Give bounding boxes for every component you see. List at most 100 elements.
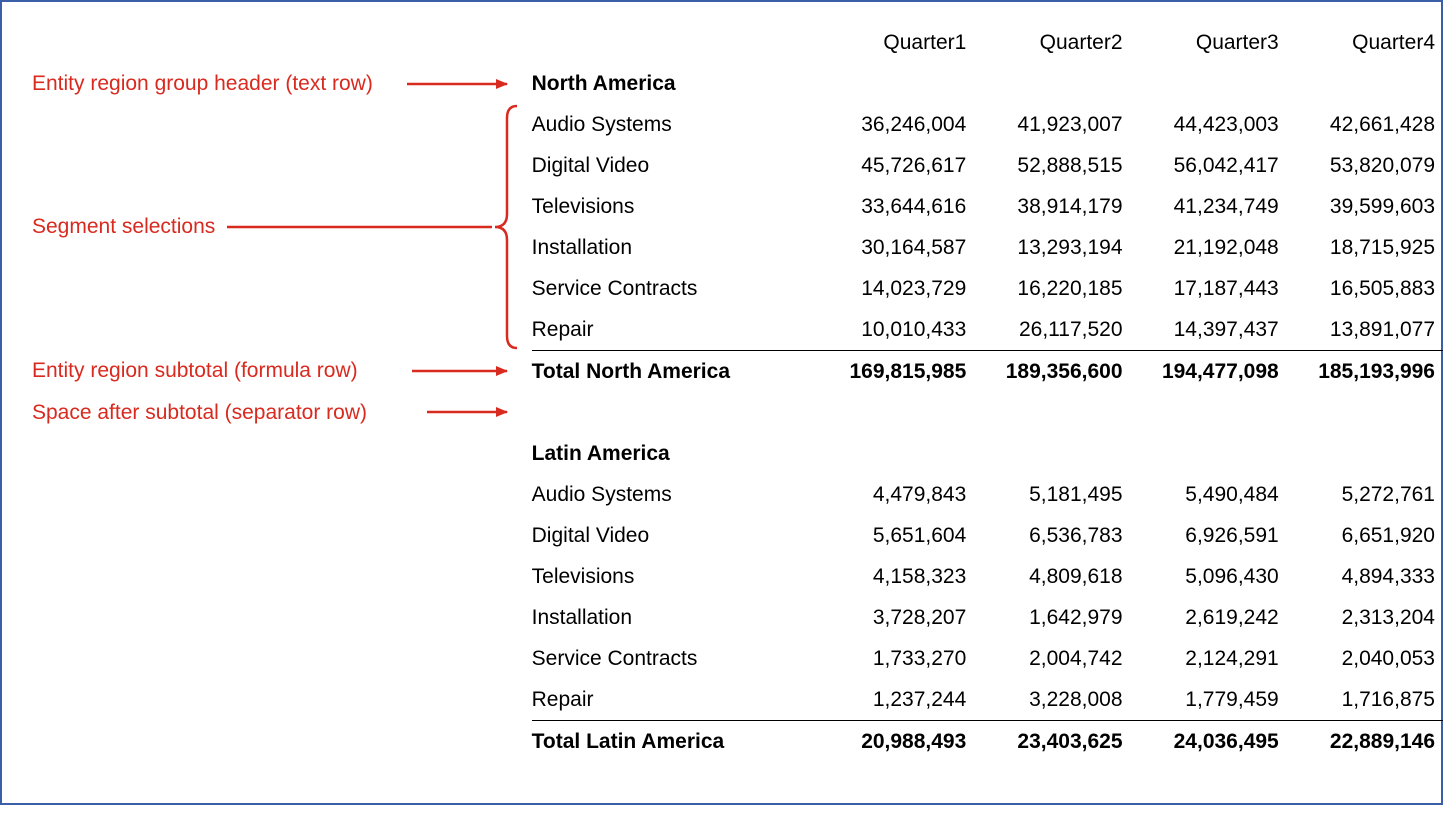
annotation-separator: Space after subtotal (separator row)	[2, 392, 532, 433]
cell: 4,894,333	[1289, 556, 1443, 597]
cell: 52,888,515	[976, 145, 1132, 186]
total-cell: 194,477,098	[1133, 351, 1289, 393]
col-header: Quarter4	[1289, 22, 1443, 63]
row-label: Repair	[532, 309, 820, 351]
cell: 13,293,194	[976, 227, 1132, 268]
table-row: Segment selections Televisions 33,644,61…	[2, 186, 1443, 227]
total-cell: 169,815,985	[820, 351, 976, 393]
table-row: Repair 1,237,244 3,228,008 1,779,459 1,7…	[2, 679, 1443, 721]
cell: 5,651,604	[820, 515, 976, 556]
cell: 30,164,587	[820, 227, 976, 268]
cell: 6,651,920	[1289, 515, 1443, 556]
cell: 10,010,433	[820, 309, 976, 351]
table-row: Digital Video 5,651,604 6,536,783 6,926,…	[2, 515, 1443, 556]
total-cell: 24,036,495	[1133, 721, 1289, 763]
financial-table: Quarter1 Quarter2 Quarter3 Quarter4 Enti…	[2, 22, 1443, 762]
row-label: Service Contracts	[532, 638, 820, 679]
report-frame: Quarter1 Quarter2 Quarter3 Quarter4 Enti…	[0, 0, 1443, 805]
cell: 4,158,323	[820, 556, 976, 597]
annotation-text: Entity region subtotal (formula row)	[32, 359, 358, 382]
cell: 2,040,053	[1289, 638, 1443, 679]
cell: 33,644,616	[820, 186, 976, 227]
annotation-text: Entity region group header (text row)	[32, 72, 373, 95]
col-header: Quarter3	[1133, 22, 1289, 63]
cell: 4,479,843	[820, 474, 976, 515]
total-cell: 22,889,146	[1289, 721, 1443, 763]
group-header-row: Entity region group header (text row) No…	[2, 63, 1443, 104]
table-row: Repair 10,010,433 26,117,520 14,397,437 …	[2, 309, 1443, 351]
row-label: Audio Systems	[532, 474, 820, 515]
cell: 2,124,291	[1133, 638, 1289, 679]
table-row: Service Contracts 14,023,729 16,220,185 …	[2, 268, 1443, 309]
group-header-row: Latin America	[2, 433, 1443, 474]
row-label: Installation	[532, 597, 820, 638]
cell: 38,914,179	[976, 186, 1132, 227]
col-header: Quarter1	[820, 22, 976, 63]
cell: 17,187,443	[1133, 268, 1289, 309]
col-header: Quarter2	[976, 22, 1132, 63]
row-label: Televisions	[532, 186, 820, 227]
total-cell: 185,193,996	[1289, 351, 1443, 393]
cell: 36,246,004	[820, 104, 976, 145]
row-label: Audio Systems	[532, 104, 820, 145]
table-row: Audio Systems 4,479,843 5,181,495 5,490,…	[2, 474, 1443, 515]
group-name: North America	[532, 63, 820, 104]
cell: 39,599,603	[1289, 186, 1443, 227]
cell: 21,192,048	[1133, 227, 1289, 268]
cell: 44,423,003	[1133, 104, 1289, 145]
group-name: Latin America	[532, 433, 820, 474]
cell: 45,726,617	[820, 145, 976, 186]
cell: 5,272,761	[1289, 474, 1443, 515]
cell: 41,923,007	[976, 104, 1132, 145]
total-cell: 189,356,600	[976, 351, 1132, 393]
cell: 6,926,591	[1133, 515, 1289, 556]
cell: 18,715,925	[1289, 227, 1443, 268]
cell: 5,490,484	[1133, 474, 1289, 515]
cell: 4,809,618	[976, 556, 1132, 597]
cell: 2,313,204	[1289, 597, 1443, 638]
row-label: Installation	[532, 227, 820, 268]
cell: 53,820,079	[1289, 145, 1443, 186]
annotation-group-header: Entity region group header (text row)	[2, 63, 532, 104]
separator-row: Space after subtotal (separator row)	[2, 392, 1443, 433]
cell: 16,505,883	[1289, 268, 1443, 309]
table-row: Installation 3,728,207 1,642,979 2,619,2…	[2, 597, 1443, 638]
cell: 1,733,270	[820, 638, 976, 679]
cell: 5,181,495	[976, 474, 1132, 515]
cell: 1,779,459	[1133, 679, 1289, 721]
cell: 3,728,207	[820, 597, 976, 638]
annotation-subtotal: Entity region subtotal (formula row)	[2, 351, 532, 393]
cell: 42,661,428	[1289, 104, 1443, 145]
column-header-row: Quarter1 Quarter2 Quarter3 Quarter4	[2, 22, 1443, 63]
cell: 6,536,783	[976, 515, 1132, 556]
cell: 13,891,077	[1289, 309, 1443, 351]
cell: 2,004,742	[976, 638, 1132, 679]
cell: 1,642,979	[976, 597, 1132, 638]
cell: 3,228,008	[976, 679, 1132, 721]
row-label: Service Contracts	[532, 268, 820, 309]
table-row: Televisions 4,158,323 4,809,618 5,096,43…	[2, 556, 1443, 597]
annotation-segments: Segment selections	[2, 186, 532, 268]
annotation-text: Space after subtotal (separator row)	[32, 401, 367, 424]
total-label: Total Latin America	[532, 721, 820, 763]
table-row: Digital Video 45,726,617 52,888,515 56,0…	[2, 145, 1443, 186]
group-total-row: Total Latin America 20,988,493 23,403,62…	[2, 721, 1443, 763]
annotation-text: Segment selections	[32, 215, 215, 238]
cell: 5,096,430	[1133, 556, 1289, 597]
cell: 2,619,242	[1133, 597, 1289, 638]
group-total-row: Entity region subtotal (formula row) Tot…	[2, 351, 1443, 393]
cell: 1,716,875	[1289, 679, 1443, 721]
cell: 14,397,437	[1133, 309, 1289, 351]
report-content: Quarter1 Quarter2 Quarter3 Quarter4 Enti…	[2, 22, 1443, 762]
cell: 26,117,520	[976, 309, 1132, 351]
row-label: Televisions	[532, 556, 820, 597]
cell: 14,023,729	[820, 268, 976, 309]
row-label: Repair	[532, 679, 820, 721]
cell: 16,220,185	[976, 268, 1132, 309]
table-row: Audio Systems 36,246,004 41,923,007 44,4…	[2, 104, 1443, 145]
row-label: Digital Video	[532, 515, 820, 556]
total-label: Total North America	[532, 351, 820, 393]
total-cell: 23,403,625	[976, 721, 1132, 763]
cell: 41,234,749	[1133, 186, 1289, 227]
table-row: Service Contracts 1,733,270 2,004,742 2,…	[2, 638, 1443, 679]
